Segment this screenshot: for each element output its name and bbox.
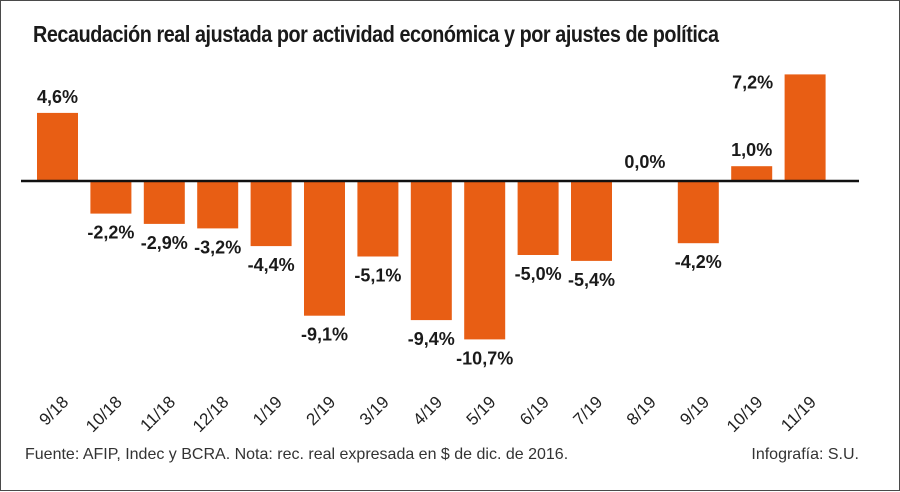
value-label: -2,2% [87, 223, 134, 243]
bar-1-19 [250, 181, 292, 247]
value-label: -4,2% [675, 252, 722, 272]
bar-9-18 [37, 112, 78, 181]
x-tick-label: 9/19 [676, 392, 713, 429]
bar-10-18 [90, 181, 132, 214]
infographic-credit: Infografía: S.U. [751, 446, 859, 463]
bar-4-19 [410, 181, 452, 321]
x-tick-label: 7/19 [569, 392, 606, 429]
x-tick-label: 11/19 [777, 392, 820, 435]
value-label: 7,2% [732, 72, 773, 92]
value-label: -3,2% [194, 237, 241, 257]
x-tick-label: 5/19 [463, 392, 500, 429]
value-label: -9,4% [408, 329, 455, 349]
x-tick-labels-group: 9/18 10/18 11/18 12/18 1/19 2/19 3/19 4/19 5/19 6… [35, 392, 819, 436]
bar-6-19 [517, 181, 559, 255]
value-label: -10,7% [456, 348, 513, 368]
bar-7-19 [571, 181, 612, 261]
x-tick-label: 8/19 [623, 392, 660, 429]
x-tick-label: 10/18 [82, 392, 126, 436]
value-label: -9,1% [301, 325, 348, 345]
x-tick-label: 12/18 [189, 392, 233, 436]
bars-group [37, 74, 826, 340]
value-label: -5,0% [515, 264, 562, 284]
value-label: 1,0% [731, 140, 772, 160]
bar-2-19 [304, 181, 345, 316]
bar-11-18 [143, 181, 185, 224]
bar-11-19 [784, 74, 826, 181]
x-tick-label: 1/19 [249, 392, 286, 429]
bar-9-19 [677, 181, 719, 244]
bar-12-18 [197, 181, 239, 229]
chart-title: Recaudación real ajustada por actividad … [33, 21, 719, 47]
value-label: -5,1% [354, 266, 401, 286]
value-labels-group: 4,6%-2,2%-2,9% -3,2%-4,4%-9,1%-5,1%-9,4%-… [37, 72, 773, 368]
source-note: Fuente: AFIP, Indec y BCRA. Nota: rec. r… [25, 446, 569, 463]
x-tick-label: 10/19 [723, 392, 767, 436]
value-label: -2,9% [141, 233, 188, 253]
x-tick-label: 4/19 [409, 392, 446, 429]
bar-10-19 [731, 166, 773, 181]
x-tick-label: 6/19 [516, 392, 553, 429]
x-tick-label: 3/19 [356, 392, 393, 429]
value-label: 0,0% [624, 152, 665, 172]
value-label: 4,6% [37, 87, 78, 107]
x-tick-label: 9/18 [35, 392, 72, 429]
bar-5-19 [464, 181, 506, 340]
value-label: -5,4% [568, 270, 615, 290]
bar-3-19 [357, 181, 399, 257]
x-tick-label: 11/18 [137, 392, 180, 435]
value-label: -4,4% [248, 255, 295, 275]
x-tick-label: 2/19 [302, 392, 339, 429]
